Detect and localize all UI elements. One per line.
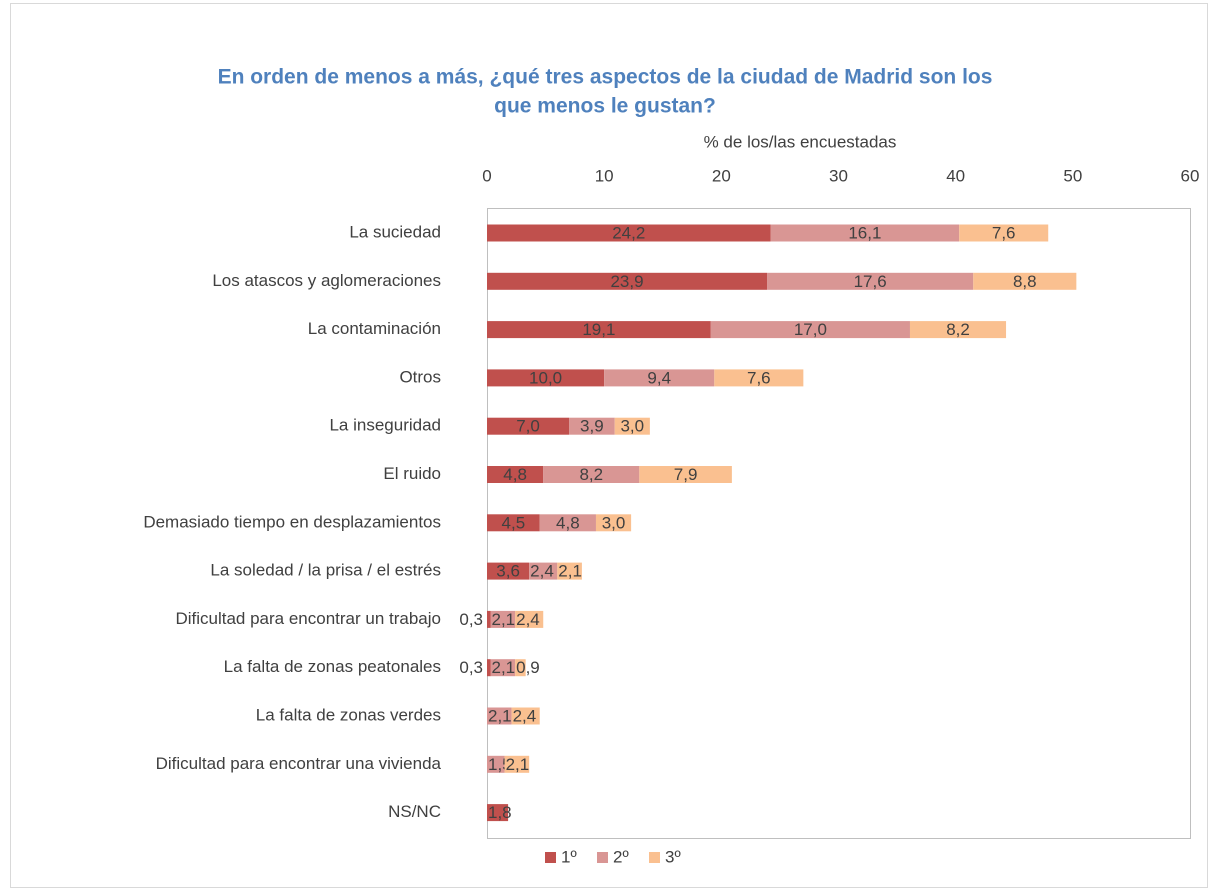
data-label: 17,6: [854, 272, 887, 291]
bar-segment: [515, 659, 526, 677]
bar-segment: [639, 466, 732, 483]
bar-segment: [767, 272, 974, 290]
data-label: 4,8: [556, 513, 580, 532]
data-label: 3,0: [620, 417, 644, 436]
data-label: 2,4: [530, 562, 554, 581]
bar-segment: [487, 610, 491, 628]
bar-segment: [487, 514, 540, 532]
data-label: 16,1: [848, 223, 881, 242]
data-label: 0,3: [459, 658, 483, 677]
legend-swatch: [545, 852, 556, 863]
data-label: 4,5: [502, 513, 526, 532]
bar-segment: [511, 707, 540, 725]
bar-segment: [487, 321, 711, 339]
data-label: 7,0: [516, 417, 540, 436]
bar-segment: [539, 514, 596, 532]
x-tick-label: 20: [712, 166, 731, 185]
bar-segment: [487, 224, 771, 242]
data-label: 2,4: [516, 610, 540, 629]
data-label: 23,9: [610, 272, 643, 291]
bar-segment: [487, 466, 544, 483]
data-label: 8,2: [946, 320, 970, 339]
y-tick-label: El ruido: [383, 464, 441, 483]
x-tick-label: 10: [595, 166, 614, 185]
chart-title: que menos le gustan?: [494, 95, 716, 118]
bar-segment: [569, 417, 615, 435]
legend-swatch: [597, 852, 608, 863]
data-label: 2,1: [492, 610, 516, 629]
x-tick-label: 0: [482, 166, 491, 185]
bar-segment: [487, 417, 570, 435]
bar-segment: [515, 610, 544, 628]
data-label: 3,0: [602, 513, 626, 532]
y-tick-label: La inseguridad: [329, 416, 441, 435]
data-label: 19,1: [582, 320, 615, 339]
bar-segment: [487, 755, 505, 773]
data-label: 2,1: [488, 706, 512, 725]
data-label: 2,4: [513, 706, 537, 725]
bar-segment: [543, 466, 640, 483]
data-label: 4,8: [503, 465, 527, 484]
bar-segment: [487, 659, 491, 677]
data-label: 8,8: [1013, 272, 1037, 291]
x-tick-label: 30: [829, 166, 848, 185]
bar-segment: [714, 369, 804, 387]
data-label: 24,2: [612, 223, 645, 242]
bar-segment: [710, 321, 910, 339]
data-label: 9,4: [647, 368, 671, 387]
bar-segment: [770, 224, 960, 242]
data-label: 0,3: [459, 610, 483, 629]
x-axis-label: % de los/las encuestadas: [704, 132, 897, 151]
data-label: 7,9: [674, 465, 698, 484]
y-tick-label: Demasiado tiempo en desplazamientos: [143, 512, 441, 531]
legend-label: 1º: [561, 847, 577, 866]
bar-segment: [604, 369, 715, 387]
bar-segment: [487, 562, 530, 580]
y-tick-label: La soledad / la prisa / el estrés: [210, 561, 441, 580]
data-label: 1,8: [488, 803, 512, 822]
y-tick-label: Otros: [399, 367, 441, 386]
data-label: 2,1: [492, 658, 516, 677]
bar-segment: [487, 804, 509, 822]
bar-segment: [614, 417, 650, 435]
x-tick-label: 60: [1181, 166, 1200, 185]
legend-swatch: [649, 852, 660, 863]
legend-label: 3º: [665, 847, 681, 866]
y-tick-label: Los atascos y aglomeraciones: [212, 271, 441, 290]
data-label: 2,1: [558, 562, 582, 581]
x-tick-label: 40: [946, 166, 965, 185]
bar-segment: [557, 562, 582, 580]
y-tick-label: La falta de zonas peatonales: [224, 657, 441, 676]
chart-title: En orden de menos a más, ¿qué tres aspec…: [218, 66, 993, 89]
y-tick-label: La falta de zonas verdes: [256, 705, 441, 724]
data-label: 3,9: [580, 417, 604, 436]
data-label: 10,0: [529, 368, 562, 387]
bar-segment: [490, 659, 516, 677]
y-tick-label: La contaminación: [308, 319, 441, 338]
data-label: 2,1: [506, 755, 530, 774]
y-tick-label: NS/NC: [388, 802, 441, 821]
y-tick-label: Dificultad para encontrar una vivienda: [156, 754, 442, 773]
y-tick-label: Dificultad para encontrar un trabajo: [175, 609, 441, 628]
x-tick-label: 50: [1063, 166, 1082, 185]
bar-segment: [959, 224, 1049, 242]
bar-segment: [909, 321, 1007, 339]
bar-segment: [529, 562, 558, 580]
bar-segment: [487, 707, 512, 725]
legend-label: 2º: [613, 847, 629, 866]
bar-segment: [487, 369, 605, 387]
data-label: 8,2: [579, 465, 603, 484]
data-label: 3,6: [496, 562, 520, 581]
data-label: 0,9: [516, 658, 540, 677]
bar-segment: [595, 514, 632, 532]
data-label: 17,0: [794, 320, 827, 339]
data-label: 7,6: [992, 223, 1016, 242]
y-tick-label: La suciedad: [349, 222, 441, 241]
bar-segment: [487, 272, 768, 290]
bar-segment: [973, 272, 1077, 290]
data-label: 7,6: [747, 368, 771, 387]
bar-segment: [504, 755, 530, 773]
bar-segment: [490, 610, 516, 628]
